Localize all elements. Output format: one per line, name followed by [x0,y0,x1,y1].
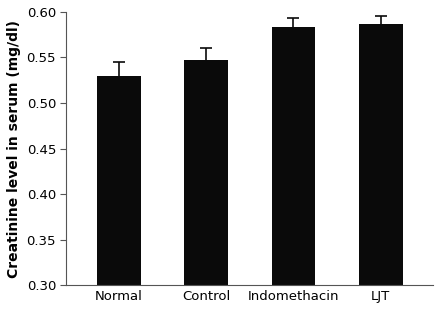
Bar [97,76,141,310]
Y-axis label: Creatinine level in serum (mg/dl): Creatinine level in serum (mg/dl) [7,20,21,277]
Bar [271,27,315,310]
Bar [184,60,228,310]
Bar [359,24,403,310]
